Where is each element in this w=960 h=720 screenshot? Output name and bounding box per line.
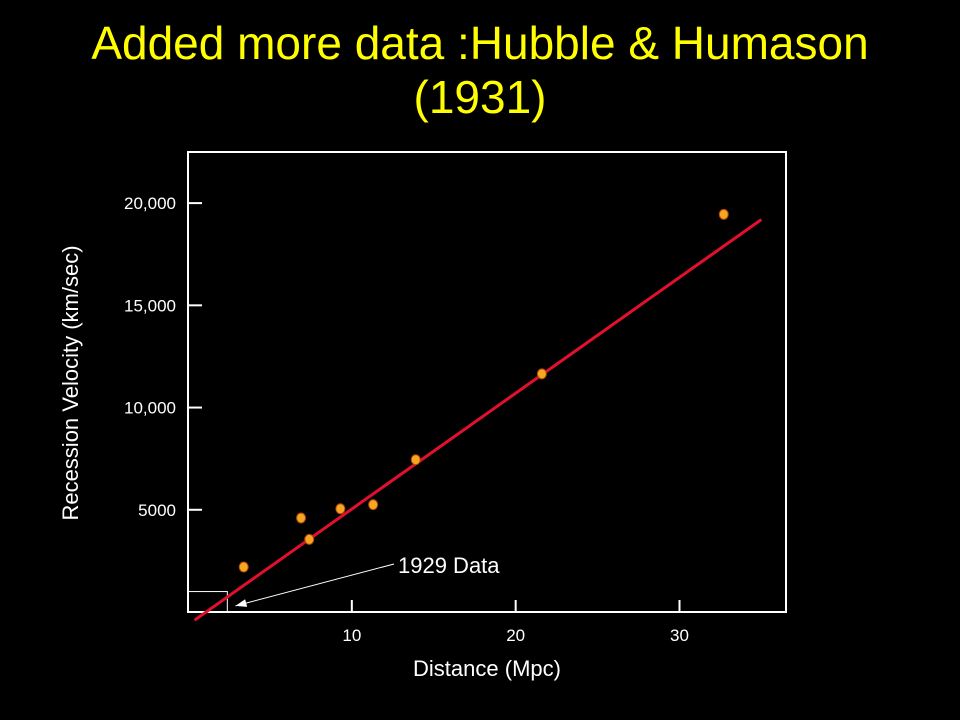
y-axis-label: Recession Velocity (km/sec) <box>58 245 83 520</box>
data-point <box>296 512 307 524</box>
x-axis-label: Distance (Mpc) <box>413 656 561 681</box>
x-tick-label: 30 <box>670 626 689 645</box>
data-point <box>238 561 249 573</box>
fit-line <box>193 218 763 622</box>
x-tick-label: 10 <box>342 626 361 645</box>
y-tick-label: 5000 <box>138 501 176 520</box>
y-tick-label: 20,000 <box>124 194 176 213</box>
data-point <box>335 503 346 515</box>
data-point <box>718 208 729 220</box>
annotation-label: 1929 Data <box>398 553 500 578</box>
x-axis-ticks: 10 20 30 <box>342 600 689 645</box>
x-tick-label: 20 <box>506 626 525 645</box>
data-point <box>304 533 315 545</box>
annotation-arrowhead <box>235 599 248 607</box>
annotation-arrow <box>235 563 395 607</box>
data-points <box>238 208 729 573</box>
title-line-1: Added more data :Hubble & Humason <box>91 17 869 69</box>
y-tick-label: 10,000 <box>124 399 176 418</box>
data-point <box>368 499 379 511</box>
data-point <box>410 454 421 466</box>
data-point <box>536 368 547 380</box>
y-axis-ticks: 5000 10,000 15,000 20,000 <box>124 194 202 520</box>
title-line-2: (1931) <box>413 71 547 123</box>
y-tick-label: 15,000 <box>124 296 176 315</box>
page-title: Added more data :Hubble & Humason (1931) <box>0 16 960 124</box>
plot-frame <box>187 151 787 613</box>
